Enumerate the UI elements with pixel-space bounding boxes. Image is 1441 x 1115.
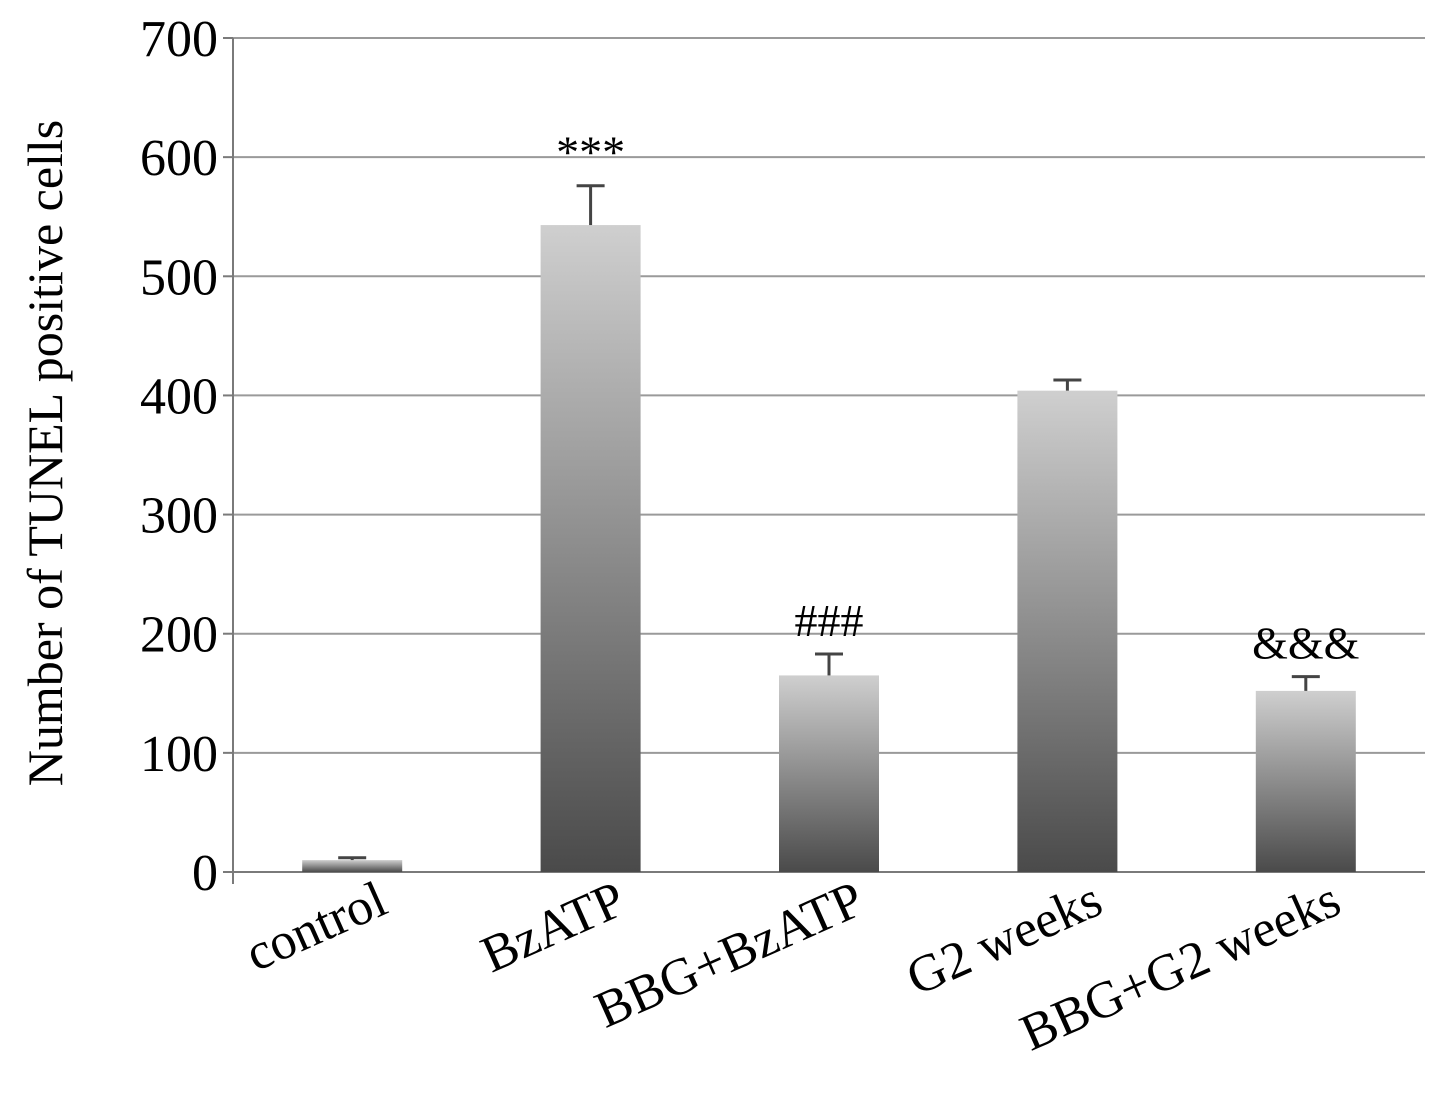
bar (1017, 390, 1118, 872)
gridlines (233, 37, 1425, 754)
bars (302, 225, 1356, 872)
significance-marker: ### (795, 595, 864, 646)
x-tick-label: control (237, 871, 395, 983)
y-tick-label: 0 (192, 845, 218, 902)
significance-annotations: *** ### &&& (556, 127, 1359, 669)
bar (302, 860, 403, 872)
error-bars (338, 184, 1320, 861)
y-tick-label: 700 (140, 11, 218, 68)
bar (540, 225, 641, 872)
y-tick-label: 500 (140, 249, 218, 306)
bar (779, 675, 879, 872)
y-tick-labels: 0 100 200 300 400 500 600 700 (140, 11, 218, 902)
x-tick-label: BzATP (473, 871, 633, 984)
significance-marker: &&& (1252, 618, 1359, 669)
y-tick-label: 400 (140, 368, 218, 425)
significance-marker: *** (556, 127, 625, 178)
y-tick-label: 300 (140, 488, 218, 545)
y-tick-label: 600 (140, 130, 218, 187)
y-tick-label: 100 (140, 726, 218, 783)
x-tick-label: BBG+BzATP (587, 871, 872, 1040)
y-axis-title: Number of TUNEL positive cells (17, 120, 73, 787)
bar (1255, 690, 1356, 872)
y-tick-label: 200 (140, 607, 218, 664)
